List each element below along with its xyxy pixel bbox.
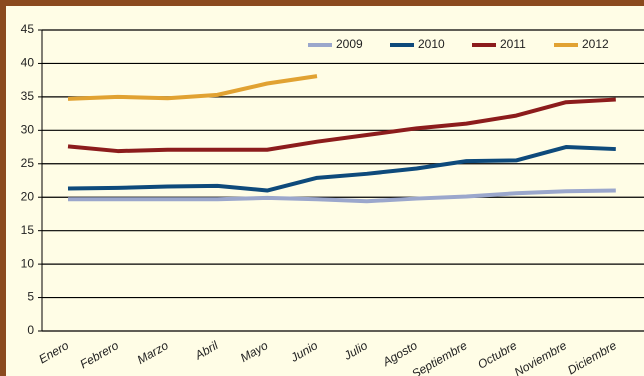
- series-line: [67, 74, 318, 101]
- legend-label: 2012: [582, 37, 609, 51]
- legend-label: 2010: [418, 37, 445, 51]
- x-tick-label: Mayo: [238, 338, 271, 365]
- legend-label: 2009: [336, 37, 363, 51]
- y-tick-label: 35: [21, 89, 35, 103]
- x-tick-label: Febrero: [77, 338, 121, 371]
- x-tick-label: Agosto: [379, 338, 420, 369]
- legend-label: 2011: [500, 37, 526, 51]
- x-tick-label: Julio: [341, 338, 371, 363]
- x-tick-label: Enero: [36, 338, 71, 366]
- x-tick-label: Septiembre: [409, 338, 469, 376]
- x-tick-label: Noviembre: [512, 338, 570, 376]
- y-tick-label: 25: [21, 156, 35, 170]
- y-tick-label: 5: [27, 290, 34, 304]
- y-tick-label: 40: [21, 56, 35, 70]
- frame-left: [0, 0, 6, 376]
- y-tick-label: 0: [27, 323, 34, 337]
- y-tick-label: 30: [21, 123, 35, 137]
- x-tick-label: Abril: [192, 338, 221, 363]
- x-tick-label: Junio: [287, 338, 320, 365]
- series-line: [68, 188, 616, 204]
- x-tick-label: Marzo: [135, 338, 171, 367]
- series-line: [67, 145, 616, 193]
- y-tick-label: 10: [21, 256, 35, 270]
- y-tick-label: 15: [21, 223, 35, 237]
- series-line: [67, 97, 616, 154]
- y-tick-label: 45: [21, 22, 35, 36]
- x-tick-label: Diciembre: [565, 338, 619, 376]
- frame-top: [0, 0, 644, 6]
- y-tick-label: 20: [21, 189, 35, 203]
